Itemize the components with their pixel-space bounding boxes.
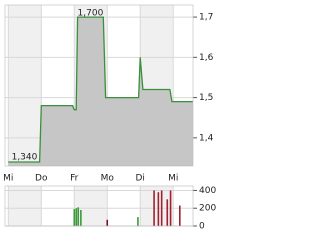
volume-bar (169, 190, 172, 226)
price-line (8, 16, 193, 163)
plot-frame (4, 185, 194, 227)
volume-bar (160, 190, 163, 226)
volume-bar (157, 192, 160, 226)
x-tick-label: Mo (101, 174, 115, 184)
volume-bar (137, 217, 139, 226)
day-band (8, 186, 42, 226)
volume-bar (80, 210, 82, 226)
x-tick-label: Fr (70, 174, 79, 184)
y-tick-label: 400 (199, 186, 216, 196)
stock-widget: 1,4 1,5 1,6 1,7 1,700 1,340 Mi Do Fr Mo Di Mi 0 200 40… (3, 4, 216, 232)
y-tick-label: 0 (199, 222, 205, 232)
annotation: 1,700 (78, 9, 104, 19)
volume-bar (77, 207, 80, 226)
x-tick-label: Mi (3, 174, 13, 184)
y-tick-label: 1,7 (199, 13, 213, 23)
x-tick-label: Di (136, 174, 145, 184)
volume-bar (179, 205, 181, 226)
y-tick-label: 200 (199, 204, 216, 214)
volume-bar (153, 190, 155, 226)
y-tick-label: 1,6 (199, 53, 214, 63)
x-tick-label: Do (35, 174, 48, 184)
volume-bar (73, 209, 76, 226)
day-band (74, 186, 108, 226)
day-band (8, 5, 42, 166)
x-tick-label: Mi (168, 174, 178, 184)
volume-bar (106, 219, 109, 226)
price-area (8, 17, 193, 166)
volume-bar (75, 208, 78, 226)
day-band (140, 186, 174, 226)
y-tick-label: 1,5 (199, 93, 213, 103)
plot-frame (4, 4, 194, 167)
volume-bar (166, 199, 169, 226)
y-tick-label: 1,4 (199, 133, 214, 143)
annotation: 1,340 (12, 152, 38, 162)
